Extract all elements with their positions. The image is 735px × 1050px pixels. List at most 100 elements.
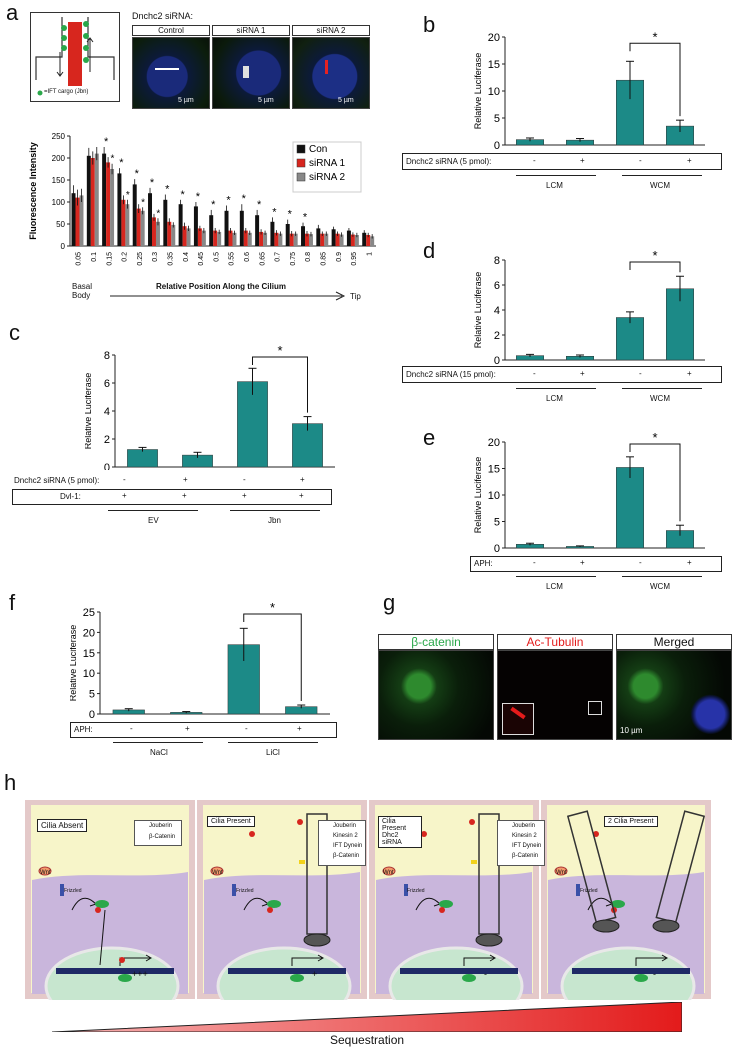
chart-a-bar-2-17 <box>339 234 344 246</box>
chart-a-bar-2-14 <box>293 233 298 246</box>
caption-g-catenin: β-catenin <box>378 634 494 650</box>
chart-e-ytick-label-4: 20 <box>488 437 500 449</box>
chart-c-ylabel: Relative Luciferase <box>85 373 93 450</box>
chart-f-ytick-label-0: 0 <box>89 709 95 720</box>
panel-g-label: g <box>383 590 396 615</box>
cell-1-catenin-1 <box>95 900 109 908</box>
chart-a-star2-3: * <box>126 190 130 201</box>
chart-a-star-15: * <box>303 212 308 224</box>
panel-f-label: f <box>9 590 16 615</box>
chart-f-ylabel: Relative Luciferase <box>70 625 78 702</box>
cell-1-catenin-2 <box>118 974 132 982</box>
chart-a-star-13: * <box>272 206 277 218</box>
chart-a-legend-swatch-0 <box>296 144 306 154</box>
cell-2-jouberin-cilium <box>297 819 303 825</box>
chart-a-bar-0-16 <box>316 228 321 246</box>
chart-a-xtick-label-14: 0.75 <box>290 252 297 266</box>
chart-a-left-axis-label: Basal Body <box>72 282 93 300</box>
chart-a-ytick-label-5: 250 <box>52 132 66 141</box>
image-g-tubulin <box>497 650 613 740</box>
chart-f-sign-1: + <box>185 724 190 733</box>
cell-3-basal-body <box>475 933 503 947</box>
cell-4-dna <box>572 968 690 974</box>
cell-4-jouberin-3 <box>593 831 599 837</box>
caption-control: Control <box>132 25 210 36</box>
chart-a-xtick-label-4: 0.25 <box>137 252 144 266</box>
chart-c-ytick-label-4: 8 <box>104 350 110 362</box>
chart-c-sig-bracket <box>252 356 308 413</box>
chart-a-bar-1-6 <box>167 221 172 246</box>
chart-a-xtick-label-10: 0.55 <box>229 252 236 266</box>
chart-c-row2-label: Dvl-1: <box>60 492 81 501</box>
chart-f-ytick-label-4: 20 <box>83 627 95 639</box>
cell-1-jouberin-2 <box>119 957 125 963</box>
chart-b-ytick-label-3: 15 <box>488 59 500 71</box>
chart-a-xtick-label-19: 1 <box>366 252 373 256</box>
chart-a-direction-arrow <box>110 291 346 301</box>
panel-e-label: e <box>423 425 436 450</box>
chart-d-row-label: Dnchc2 siRNA (15 pmol): <box>406 370 496 379</box>
chart-a-xtick-label-5: 0.3 <box>152 252 159 262</box>
chart-c-sign-3: + <box>300 475 305 484</box>
image-sirna2 <box>292 37 370 109</box>
chart-c-bar-2 <box>237 381 268 468</box>
chart-e-row-box <box>470 556 722 572</box>
cell-4-nucleus <box>560 946 696 1000</box>
chart-a-star-2: * <box>104 136 109 148</box>
panel-a-label: a <box>6 0 19 25</box>
cell-1-legend-1: β-Catenin <box>149 834 176 840</box>
chart-f-sign-3: + <box>297 724 302 733</box>
scalebar-a1: 5 µm <box>178 97 194 104</box>
chart-f-row-box <box>70 722 337 738</box>
image-control <box>132 37 210 109</box>
chart-a-bar-2-12 <box>263 232 268 246</box>
chart-a-xtick-label-2: 0.15 <box>106 252 113 266</box>
chart-e: 0 5 10 15 20 Relative Luciferase * <box>473 430 705 555</box>
chart-a-bar-0-15 <box>301 226 306 246</box>
cell-3-legend-0: Jouberin <box>512 823 536 829</box>
chart-e-underline-2 <box>622 576 702 577</box>
chart-b-sign-0: - <box>533 156 536 165</box>
chart-a-legend-label-1: siRNA 1 <box>309 158 346 169</box>
cilium-schematic <box>30 12 120 102</box>
chart-a-ytick-label-1: 50 <box>56 220 65 229</box>
chart-a-ytick-label-3: 150 <box>52 176 66 185</box>
chart-a-bar-1-5 <box>152 217 156 246</box>
chart-a-star-12: * <box>257 199 262 211</box>
chart-f-group2: LiCl <box>266 748 280 757</box>
chart-a-bar-0-6 <box>163 199 168 246</box>
wnt-2: Wnt <box>212 870 223 876</box>
chart-a-bar-2-19 <box>370 236 375 246</box>
cell-2-legend-1: Kinesin 2 <box>333 833 358 839</box>
chart-e-sig-bracket <box>629 443 681 522</box>
chart-a-bar-1-2 <box>106 162 111 246</box>
chart-a-xlabel: Relative Position Along the Cilium <box>156 282 286 291</box>
chart-a-bar-1-1 <box>90 158 95 246</box>
chart-a-bar-2-6 <box>171 224 176 246</box>
cell-2-catenin-2 <box>290 974 304 982</box>
chart-d-ylabel: Relative Luciferase <box>473 272 483 349</box>
wnt-3: Wnt <box>383 870 394 876</box>
chart-e-ytick-label-2: 10 <box>488 490 500 502</box>
chart-d-bar-2 <box>616 317 644 361</box>
chart-c: 0 2 4 6 8 Relative Luciferase * <box>85 343 335 470</box>
cell-1-dna <box>56 968 174 974</box>
chart-c-sign2-3: + <box>299 491 304 500</box>
chart-c-bar-3 <box>292 423 323 468</box>
cell-3-legend: Jouberin Kinesin 2 IFT Dynein β-Catenin <box>497 820 545 866</box>
chart-e-sign-0: - <box>533 558 536 567</box>
chart-a-bar-2-2 <box>110 169 115 246</box>
chart-a-star-3: * <box>119 157 124 169</box>
cell-1-nucleus <box>44 946 180 1000</box>
chart-a-bar-2-13 <box>278 233 283 246</box>
cell-2-transcription-arrow <box>291 954 324 966</box>
chart-a-bar-0-18 <box>346 230 351 246</box>
chart-e-ylabel: Relative Luciferase <box>473 457 483 534</box>
chart-f-underline-1 <box>113 742 203 743</box>
chart-b-sign-3: + <box>687 156 692 165</box>
chart-b-ytick-label-2: 10 <box>488 86 500 98</box>
cell-2-legend-2: IFT Dynein <box>333 843 363 849</box>
cell-3-transcription: - <box>484 969 487 979</box>
chart-a-xtick-label-3: 0.2 <box>122 252 129 262</box>
chart-a-bar-0-19 <box>362 232 367 246</box>
